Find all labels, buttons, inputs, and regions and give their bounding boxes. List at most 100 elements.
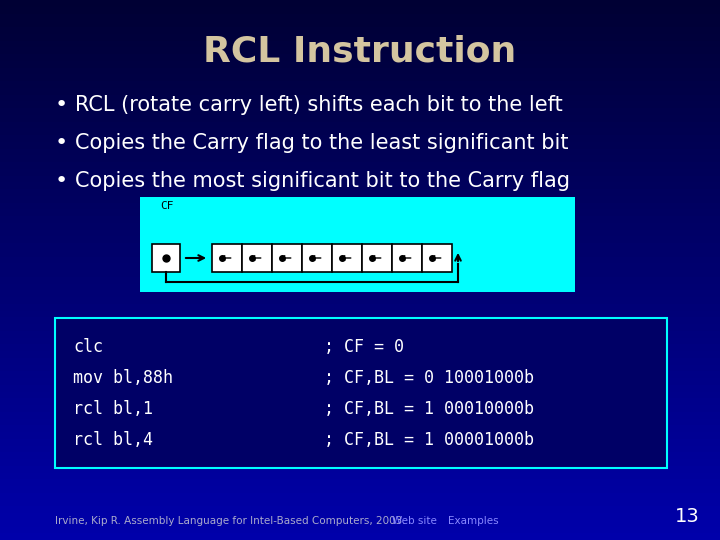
Text: Copies the most significant bit to the Carry flag: Copies the most significant bit to the C… — [75, 171, 570, 191]
Text: rcl bl,1: rcl bl,1 — [73, 400, 153, 418]
Bar — [0, 350, 720, 357]
Bar — [0, 323, 720, 330]
Bar — [0, 60, 720, 68]
Bar — [0, 188, 720, 195]
Text: rcl bl,4: rcl bl,4 — [73, 431, 153, 449]
Bar — [0, 330, 720, 338]
Bar — [0, 465, 720, 472]
Bar — [0, 26, 720, 33]
Text: Copies the Carry flag to the least significant bit: Copies the Carry flag to the least signi… — [75, 133, 569, 153]
Bar — [0, 316, 720, 324]
Bar — [0, 512, 720, 519]
Bar — [0, 336, 720, 345]
Text: RCL (rotate carry left) shifts each bit to the left: RCL (rotate carry left) shifts each bit … — [75, 95, 563, 115]
Bar — [0, 276, 720, 284]
Bar — [0, 289, 720, 297]
Bar — [0, 471, 720, 480]
Bar — [0, 201, 720, 209]
Bar — [0, 134, 720, 141]
Bar — [0, 451, 720, 459]
Bar — [0, 114, 720, 122]
Bar — [55, 318, 667, 468]
Bar — [0, 174, 720, 183]
Bar — [140, 197, 575, 292]
Bar — [0, 498, 720, 507]
Bar — [0, 249, 720, 256]
Bar — [0, 228, 720, 237]
Bar — [0, 242, 720, 249]
Bar — [0, 438, 720, 446]
Text: •: • — [55, 133, 68, 153]
Bar — [0, 93, 720, 102]
Bar — [0, 195, 720, 202]
Text: •: • — [55, 95, 68, 115]
Bar — [152, 244, 180, 272]
Bar — [0, 255, 720, 263]
Bar — [0, 66, 720, 74]
Bar — [0, 269, 720, 276]
Bar — [0, 147, 720, 156]
Bar — [422, 244, 452, 272]
Bar — [0, 19, 720, 27]
Bar — [0, 39, 720, 47]
Bar — [272, 244, 302, 272]
Bar — [0, 80, 720, 87]
Text: 13: 13 — [675, 507, 700, 526]
Bar — [0, 262, 720, 270]
Bar — [0, 492, 720, 500]
Bar — [302, 244, 332, 272]
Bar — [0, 215, 720, 222]
Bar — [0, 390, 720, 399]
Bar — [0, 12, 720, 20]
Bar — [332, 244, 362, 272]
Text: ; CF,BL = 0 10001000b: ; CF,BL = 0 10001000b — [324, 369, 534, 387]
Bar — [0, 154, 720, 162]
Bar — [0, 397, 720, 405]
Bar — [0, 411, 720, 418]
Text: Irvine, Kip R. Assembly Language for Intel-Based Computers, 2003.: Irvine, Kip R. Assembly Language for Int… — [55, 516, 405, 526]
Bar — [0, 127, 720, 135]
Bar — [0, 431, 720, 438]
Text: mov bl,88h: mov bl,88h — [73, 369, 173, 387]
Bar — [242, 244, 272, 272]
Bar — [0, 282, 720, 291]
Bar — [362, 244, 392, 272]
Bar — [0, 141, 720, 148]
Bar — [0, 525, 720, 534]
Text: Web site: Web site — [392, 516, 437, 526]
Text: ; CF,BL = 1 00010000b: ; CF,BL = 1 00010000b — [324, 400, 534, 418]
Bar — [0, 505, 720, 513]
Text: ; CF = 0: ; CF = 0 — [324, 338, 405, 356]
Bar — [0, 100, 720, 108]
Bar — [0, 343, 720, 351]
Bar — [0, 404, 720, 411]
Text: Examples: Examples — [448, 516, 499, 526]
Bar — [0, 46, 720, 54]
Bar — [0, 0, 720, 6]
Bar — [212, 244, 242, 272]
Bar — [0, 33, 720, 40]
Text: ; CF,BL = 1 00001000b: ; CF,BL = 1 00001000b — [324, 431, 534, 449]
Bar — [0, 417, 720, 426]
Bar — [0, 309, 720, 317]
Bar — [0, 370, 720, 378]
Bar — [0, 532, 720, 540]
Bar — [0, 235, 720, 243]
Bar — [0, 303, 720, 310]
Bar — [0, 87, 720, 94]
Bar — [0, 222, 720, 230]
Bar — [0, 424, 720, 432]
Text: CF: CF — [160, 201, 174, 211]
Bar — [0, 363, 720, 372]
Bar — [0, 296, 720, 303]
Bar — [0, 208, 720, 216]
Bar — [392, 244, 422, 272]
Bar — [0, 107, 720, 115]
Bar — [0, 181, 720, 189]
Bar — [0, 444, 720, 453]
Text: clc: clc — [73, 338, 103, 356]
Bar — [0, 120, 720, 128]
Bar — [0, 168, 720, 176]
Bar — [0, 384, 720, 392]
Bar — [0, 478, 720, 486]
